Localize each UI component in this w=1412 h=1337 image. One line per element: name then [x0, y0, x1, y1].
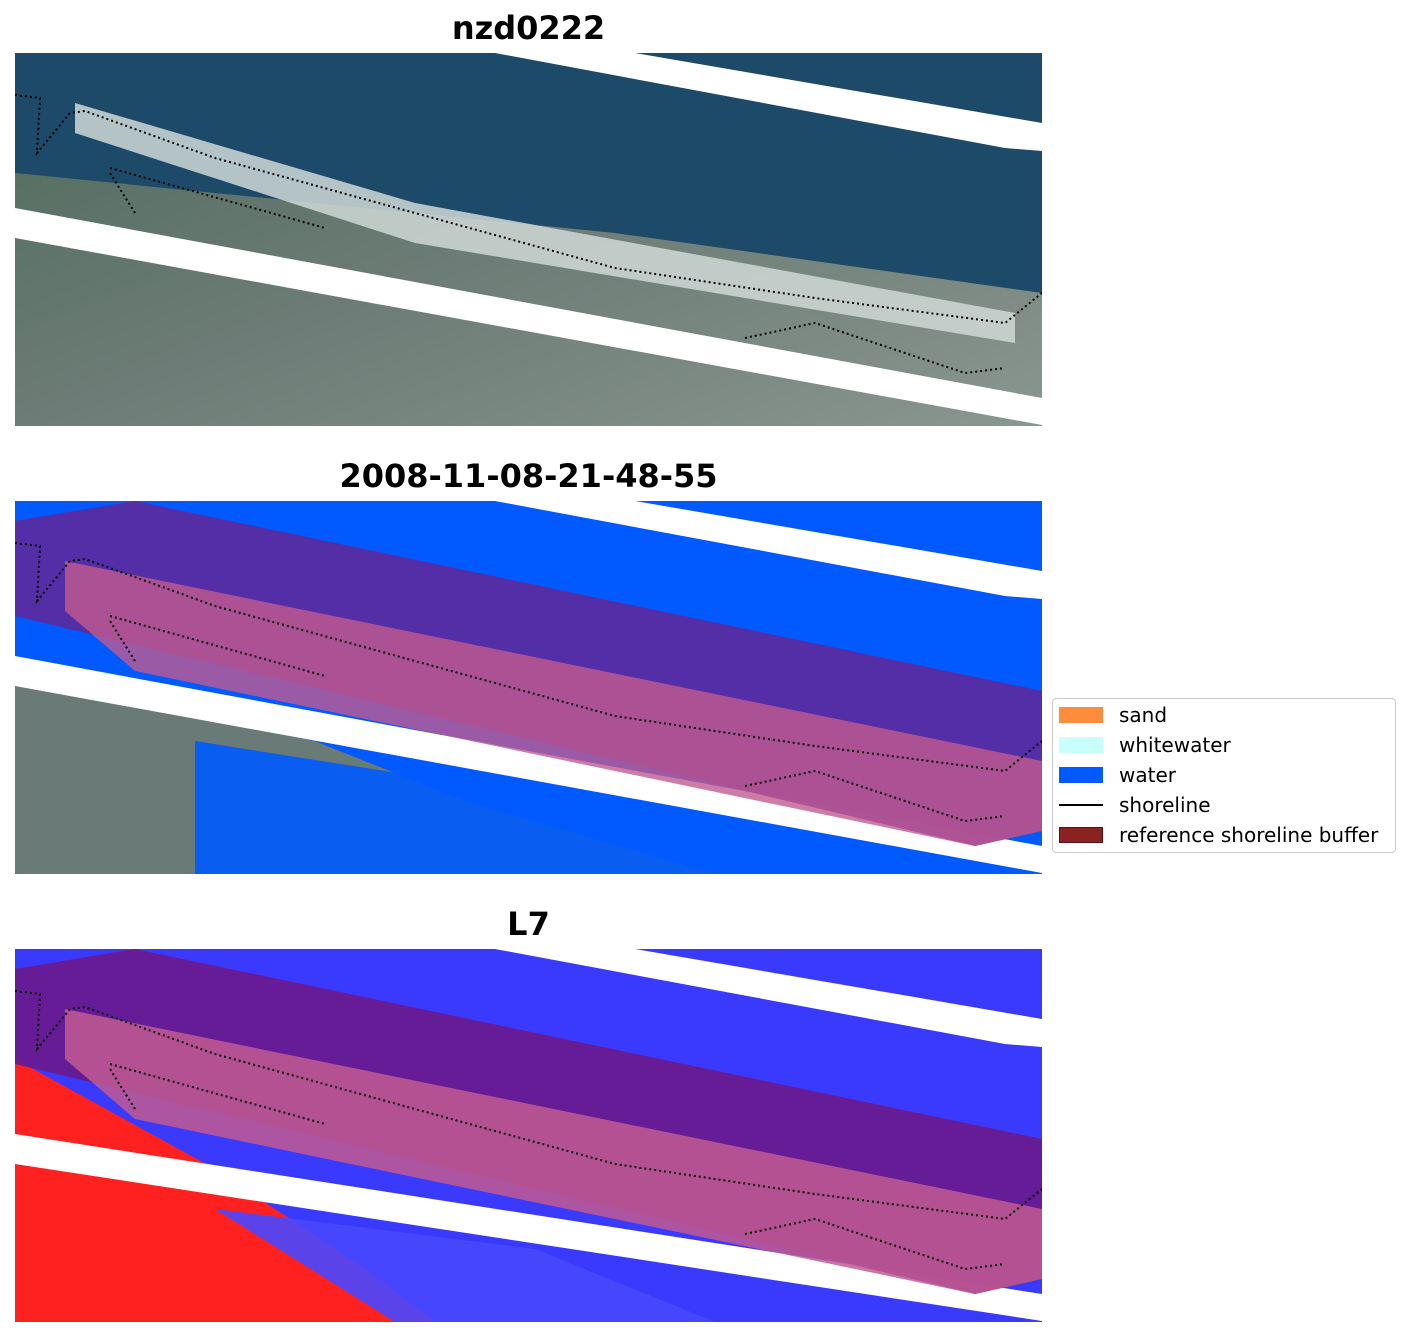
- legend-item-whitewater: whitewater: [1059, 733, 1231, 757]
- shoreline: [744, 769, 1006, 823]
- legend-swatch: [1059, 707, 1103, 723]
- legend-swatch: [1059, 737, 1103, 753]
- legend-item-water: water: [1059, 763, 1176, 787]
- shoreline: [744, 321, 1006, 375]
- legend-item-sand: sand: [1059, 703, 1167, 727]
- shoreline: [15, 94, 1042, 325]
- shoreline: [109, 167, 326, 229]
- nodata-stripe: [495, 949, 1042, 1047]
- rgb-image-panel: [15, 53, 1042, 426]
- beach-strip: [75, 103, 1015, 343]
- legend-item-shoreline: shoreline: [1059, 793, 1211, 817]
- shoreline: [109, 1063, 326, 1125]
- nodata-stripe: [495, 501, 1042, 599]
- panel-title-classified: 2008-11-08-21-48-55: [339, 457, 718, 495]
- reference-shoreline-buffer-pink: [65, 1009, 1042, 1294]
- shoreline: [744, 1217, 1006, 1271]
- index-image-panel: [15, 949, 1042, 1322]
- legend-swatch: [1059, 767, 1103, 783]
- panel-title-rgb: nzd0222: [451, 9, 606, 47]
- panel-title-index: L7: [507, 905, 550, 943]
- classified-image-panel: [15, 501, 1042, 874]
- legend-item-buffer: reference shoreline buffer: [1059, 823, 1378, 847]
- shoreline: [15, 542, 1042, 773]
- ocean-area: [15, 53, 1042, 293]
- nodata-stripe: [15, 1134, 1042, 1321]
- nodata-stripe: [15, 656, 1042, 873]
- legend-line: [1059, 804, 1103, 806]
- nodata-stripe: [495, 53, 1042, 151]
- reference-shoreline-buffer-pink: [65, 561, 1042, 846]
- nodata-stripe: [15, 208, 1042, 425]
- shoreline: [15, 990, 1042, 1221]
- legend-swatch: [1059, 827, 1103, 843]
- shoreline: [109, 615, 326, 677]
- legend: sand whitewater water shoreline referenc…: [1052, 698, 1396, 853]
